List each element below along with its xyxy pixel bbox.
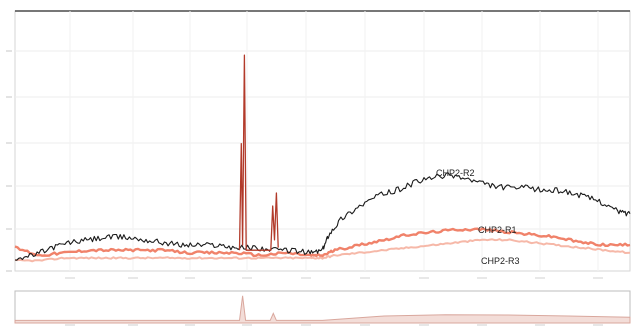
series-chp2-r3-line bbox=[14, 238, 631, 263]
navigator-area bbox=[14, 295, 631, 324]
series-chp2-r1-line bbox=[14, 227, 631, 258]
series-label-chp2-r3: CHP2-R3 bbox=[481, 256, 520, 266]
main-series bbox=[14, 54, 631, 263]
series-spike-line bbox=[238, 54, 279, 251]
main-plot-border bbox=[14, 10, 631, 272]
main-ticks bbox=[6, 50, 603, 279]
navigator-series bbox=[14, 295, 631, 324]
series-label-chp2-r1: CHP2-R1 bbox=[478, 225, 517, 235]
main-grid bbox=[15, 11, 630, 271]
series-labels: CHP2-R2 CHP2-R1 CHP2-R3 bbox=[436, 168, 520, 266]
series-label-chp2-r2: CHP2-R2 bbox=[436, 168, 475, 178]
series-chp2-r2-line bbox=[14, 172, 631, 261]
main-plot-frame bbox=[14, 10, 631, 272]
